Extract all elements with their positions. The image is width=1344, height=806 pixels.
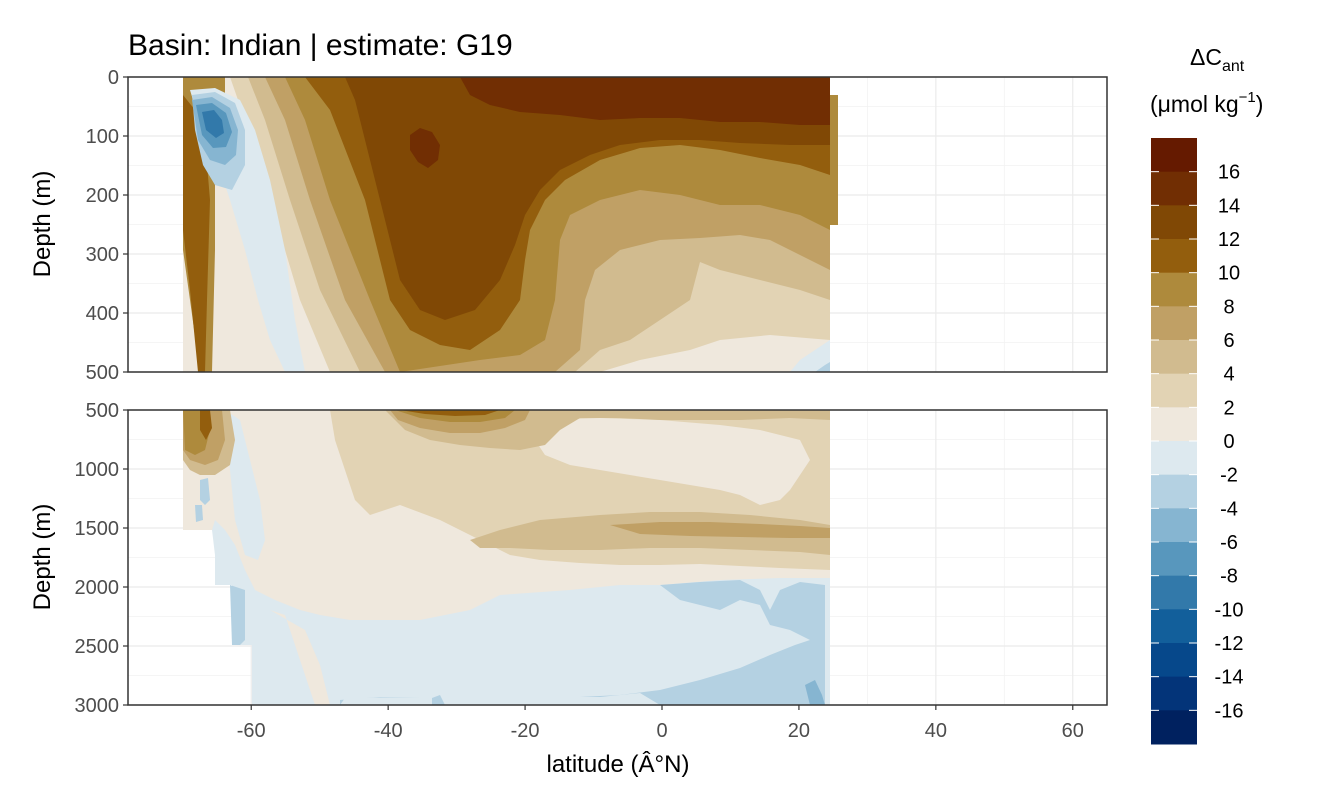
legend-swatch — [1151, 272, 1197, 307]
legend-label: -2 — [1220, 465, 1238, 487]
contour-band — [535, 418, 810, 505]
contour-band — [195, 505, 203, 522]
panel-lower: 500 1000 1500 2000 2500 3000 — [75, 400, 1108, 717]
y-tick-label: 400 — [86, 303, 119, 325]
legend-label: -12 — [1215, 633, 1244, 655]
x-tick-label: -20 — [511, 720, 540, 742]
legend-swatch — [1151, 710, 1197, 745]
legend-swatch — [1151, 508, 1197, 543]
x-axis: -60 -40 -20 0 20 40 60 — [237, 705, 1084, 742]
legend-swatch — [1151, 306, 1197, 341]
legend-label: -6 — [1220, 532, 1238, 554]
legend-swatch — [1151, 676, 1197, 711]
panel-upper-border — [127, 76, 1108, 373]
contour-band — [200, 478, 210, 505]
y-tick-label: 3000 — [75, 695, 120, 717]
legend-label: 2 — [1223, 397, 1234, 419]
y-tick-label: 300 — [86, 244, 119, 266]
contour-band — [432, 695, 445, 705]
legend: ΔCant (μmol kg−1) 16 14 12 10 8 6 4 2 0 -2 -4 -6 -8 -… — [1150, 44, 1263, 745]
legend-swatch — [1151, 171, 1197, 206]
panel-lower-field — [183, 410, 830, 705]
y-tick-label: 500 — [86, 362, 119, 384]
panel-upper-field — [183, 77, 838, 372]
legend-swatch — [1151, 205, 1197, 240]
panel-upper: 0 100 200 300 400 500 — [86, 67, 1108, 384]
legend-label: 6 — [1223, 330, 1234, 352]
legend-title-unit: (μmol kg−1) — [1150, 89, 1263, 117]
legend-label: 8 — [1223, 296, 1234, 318]
chart-title: Basin: Indian | estimate: G19 — [128, 29, 513, 62]
contour-band — [230, 585, 245, 645]
legend-swatch — [1151, 474, 1197, 509]
legend-label: -16 — [1215, 700, 1244, 722]
legend-colorbar — [1151, 138, 1197, 745]
legend-title-main: ΔC — [1190, 44, 1222, 70]
legend-swatch — [1151, 441, 1197, 476]
x-tick-label: 20 — [788, 720, 810, 742]
y-tick-label: 500 — [86, 400, 119, 422]
legend-title-delta: ΔCant — [1190, 44, 1245, 75]
legend-label: -8 — [1220, 566, 1238, 588]
contour-band — [345, 77, 830, 320]
legend-swatch — [1151, 407, 1197, 442]
contour-band — [225, 410, 265, 560]
x-tick-label: 0 — [656, 720, 667, 742]
y-tick-label: 2000 — [75, 577, 120, 599]
y-axis-label-upper: Depth (m) — [29, 171, 56, 278]
contour-band — [270, 610, 330, 705]
legend-label: -14 — [1215, 667, 1244, 689]
legend-title-close: ) — [1256, 91, 1264, 117]
contour-band — [830, 95, 838, 225]
legend-swatch — [1151, 542, 1197, 577]
legend-swatch — [1151, 643, 1197, 678]
legend-labels: 16 14 12 10 8 6 4 2 0 -2 -4 -6 -8 -10 -12 -14 -16 — [1151, 162, 1244, 722]
x-tick-label: 60 — [1062, 720, 1084, 742]
contour-band — [400, 410, 500, 416]
y-tick-label: 0 — [108, 67, 119, 89]
legend-swatch — [1151, 138, 1197, 173]
panel-lower-border — [127, 409, 1108, 706]
contour-band — [200, 410, 212, 440]
legend-swatch — [1151, 609, 1197, 644]
y-tick-label: 1000 — [75, 459, 120, 481]
contour-band — [815, 362, 830, 372]
contour-band — [340, 693, 660, 705]
contour-band — [460, 77, 830, 125]
legend-label: 0 — [1223, 431, 1234, 453]
legend-label: 4 — [1223, 364, 1234, 386]
x-axis-label: latitude (Â°N) — [547, 751, 690, 778]
contour-band — [340, 580, 825, 705]
legend-label: 10 — [1218, 263, 1240, 285]
legend-label: 12 — [1218, 229, 1240, 251]
legend-label: 14 — [1218, 195, 1240, 217]
legend-swatch — [1151, 340, 1197, 375]
y-tick-label: 1500 — [75, 518, 120, 540]
y-tick-label: 200 — [86, 185, 119, 207]
legend-swatch — [1151, 239, 1197, 274]
legend-label: -4 — [1220, 498, 1238, 520]
legend-swatch — [1151, 575, 1197, 610]
contour-band — [410, 128, 440, 168]
y-tick-label: 2500 — [75, 636, 120, 658]
contour-band — [790, 340, 830, 372]
legend-title-sub: ant — [1222, 58, 1245, 75]
legend-label: -10 — [1215, 599, 1244, 621]
contour-band — [610, 522, 830, 538]
legend-swatch — [1151, 373, 1197, 408]
panel-upper-y-axis: 0 100 200 300 400 500 — [86, 67, 128, 384]
x-tick-label: -60 — [237, 720, 266, 742]
legend-title-unit-text: (μmol kg — [1150, 91, 1239, 117]
x-tick-label: -40 — [374, 720, 403, 742]
y-tick-label: 100 — [86, 126, 119, 148]
x-tick-label: 40 — [925, 720, 947, 742]
legend-label: 16 — [1218, 162, 1240, 184]
contour-band — [202, 110, 224, 138]
y-axis-label-lower: Depth (m) — [29, 504, 56, 611]
contour-band — [805, 680, 825, 705]
legend-title-sup: −1 — [1239, 89, 1256, 106]
panel-lower-y-axis: 500 1000 1500 2000 2500 3000 — [75, 400, 128, 717]
